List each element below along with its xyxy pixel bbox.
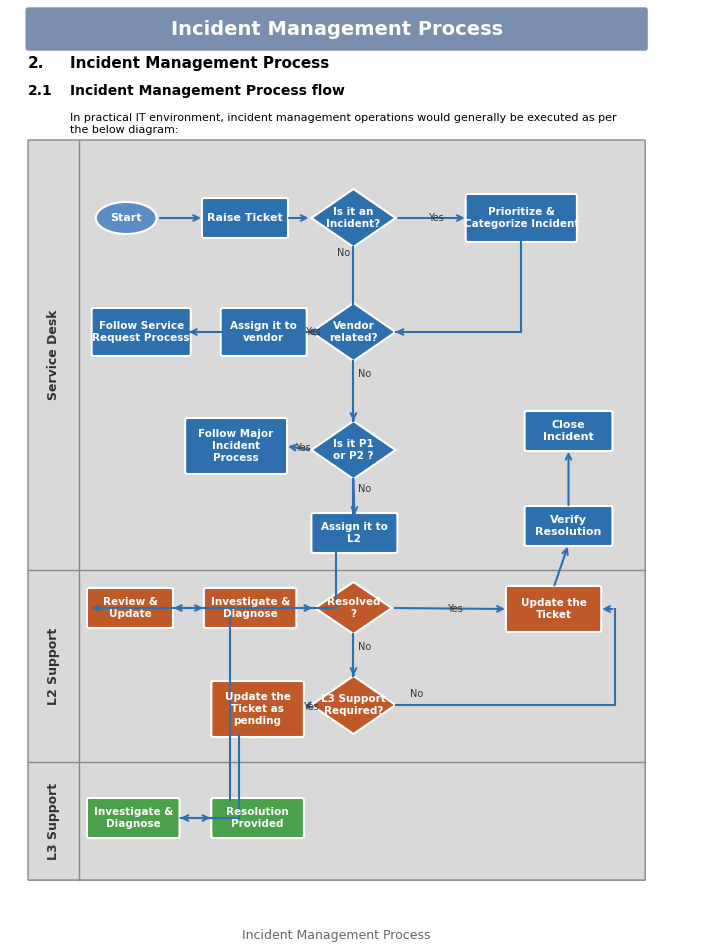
Text: Vendor
related?: Vendor related? [329, 321, 378, 343]
Text: Yes: Yes [446, 604, 462, 613]
Text: Incident Management Process: Incident Management Process [171, 20, 503, 39]
FancyBboxPatch shape [204, 588, 297, 628]
FancyBboxPatch shape [212, 798, 304, 838]
FancyBboxPatch shape [466, 194, 577, 242]
FancyBboxPatch shape [185, 418, 287, 474]
Text: L3 Support
Required?: L3 Support Required? [321, 695, 386, 716]
Polygon shape [315, 582, 392, 634]
Text: Incident Management Process: Incident Management Process [70, 56, 329, 71]
Text: In practical IT environment, incident management operations would generally be e: In practical IT environment, incident ma… [70, 113, 617, 135]
FancyBboxPatch shape [525, 506, 613, 546]
FancyBboxPatch shape [506, 586, 601, 632]
Text: Prioritize &
Categorize Incident: Prioritize & Categorize Incident [464, 207, 579, 229]
Text: Start: Start [110, 213, 142, 223]
Text: No: No [337, 248, 350, 258]
Polygon shape [311, 421, 395, 479]
Text: Yes: Yes [305, 327, 320, 337]
Text: Investigate &
Diagnose: Investigate & Diagnose [210, 597, 289, 619]
Text: Close
Incident: Close Incident [543, 420, 594, 442]
Text: Yes: Yes [295, 443, 311, 453]
Text: Service Desk: Service Desk [48, 309, 60, 400]
Text: Yes: Yes [428, 213, 444, 223]
Text: Assign it to
vendor: Assign it to vendor [230, 321, 297, 343]
Text: L2 Support: L2 Support [48, 627, 60, 704]
Text: Incident Management Process: Incident Management Process [243, 928, 431, 941]
FancyBboxPatch shape [87, 798, 179, 838]
Text: No: No [358, 369, 372, 379]
Text: Resolution
Provided: Resolution Provided [226, 808, 289, 828]
Text: Update the
Ticket: Update the Ticket [521, 598, 587, 620]
Text: Resolved
?: Resolved ? [327, 597, 380, 619]
Text: Incident Management Process flow: Incident Management Process flow [70, 84, 345, 98]
FancyBboxPatch shape [212, 681, 304, 737]
Text: Assign it to
L2: Assign it to L2 [321, 522, 388, 544]
FancyBboxPatch shape [91, 308, 191, 356]
Polygon shape [311, 303, 395, 361]
Text: Update the
Ticket as
pending: Update the Ticket as pending [225, 693, 291, 726]
Text: No: No [410, 689, 423, 699]
Text: No: No [358, 484, 372, 494]
Text: Investigate &
Diagnose: Investigate & Diagnose [94, 808, 173, 828]
Text: Follow Service
Request Process: Follow Service Request Process [92, 321, 190, 343]
Text: Yes: Yes [304, 702, 319, 712]
Text: No: No [358, 642, 372, 652]
Text: Follow Major
Incident
Process: Follow Major Incident Process [199, 429, 274, 462]
FancyBboxPatch shape [87, 588, 173, 628]
FancyBboxPatch shape [220, 308, 307, 356]
Polygon shape [311, 676, 395, 734]
FancyBboxPatch shape [26, 8, 647, 50]
FancyBboxPatch shape [28, 140, 645, 880]
Text: Review &
Update: Review & Update [102, 597, 158, 619]
Text: Is it an
Incident?: Is it an Incident? [326, 207, 380, 229]
Polygon shape [311, 189, 395, 247]
Text: Raise Ticket: Raise Ticket [207, 213, 283, 223]
FancyBboxPatch shape [202, 198, 288, 238]
FancyBboxPatch shape [525, 411, 613, 451]
Text: Verify
Resolution: Verify Resolution [536, 515, 602, 537]
Text: 2.1: 2.1 [28, 84, 53, 98]
Text: 2.: 2. [28, 56, 45, 71]
FancyBboxPatch shape [311, 513, 397, 553]
Text: Is it P1
or P2 ?: Is it P1 or P2 ? [333, 439, 374, 461]
Text: L3 Support: L3 Support [48, 782, 60, 860]
Ellipse shape [96, 202, 157, 234]
